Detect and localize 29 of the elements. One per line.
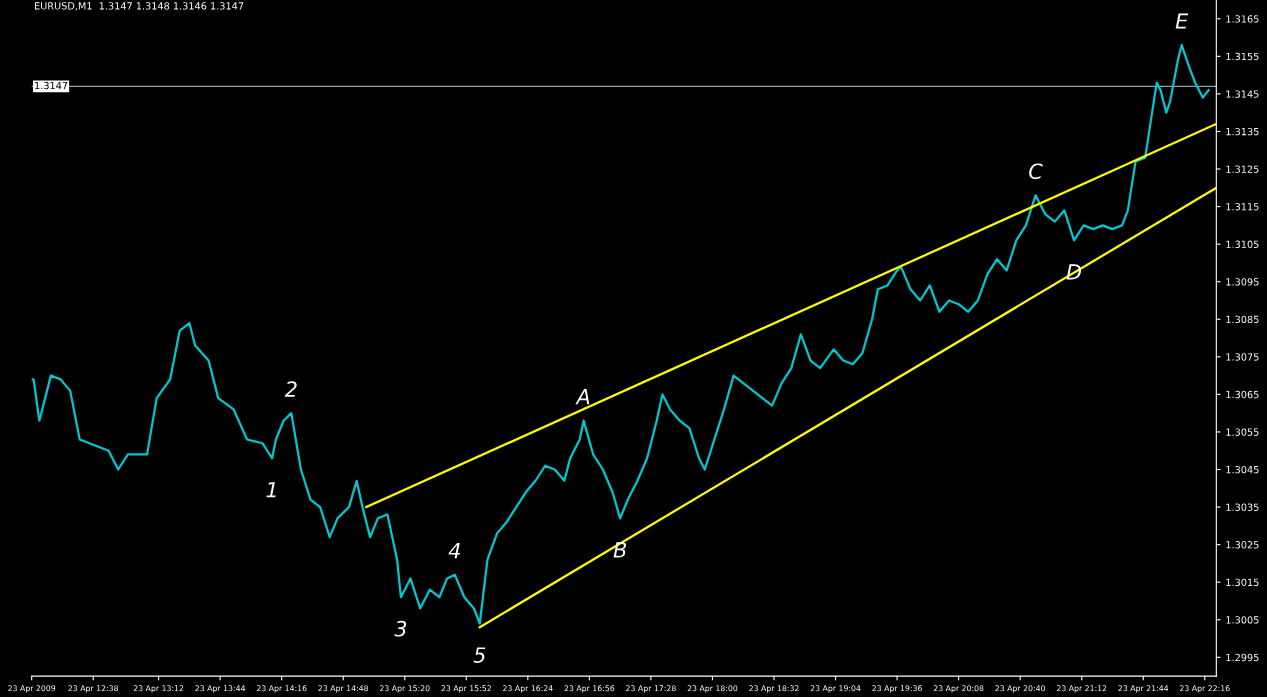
y-tick-label: 1.3025	[1226, 541, 1259, 549]
y-tick-label: 1.3045	[1226, 465, 1259, 474]
y-tick-label: 1.3155	[1226, 52, 1259, 61]
y-tick-label: 1.3085	[1226, 315, 1259, 324]
ref-line-label: 1.3147	[35, 81, 68, 90]
y-tick-label: 1.3145	[1226, 90, 1259, 98]
y-tick-label: 1.3065	[1226, 390, 1259, 399]
annotation: 4	[448, 543, 460, 559]
annotation: E	[1175, 13, 1189, 29]
y-tick-label: 1.3015	[1226, 578, 1259, 587]
y-tick-label: 1.3125	[1226, 165, 1259, 173]
y-tick-label: 1.3055	[1226, 428, 1259, 436]
annotation: 1	[266, 482, 276, 498]
annotation: 3	[394, 620, 407, 637]
annotation: C	[1029, 163, 1043, 180]
y-tick-label: 1.3115	[1226, 203, 1259, 211]
y-tick-label: 1.3035	[1226, 503, 1259, 511]
chart-title: EURUSD,M1 1.3147 1.3148 1.3146 1.3147	[35, 2, 244, 11]
y-tick-label: 1.3135	[1226, 127, 1259, 136]
annotation: 2	[284, 381, 297, 397]
y-tick-label: 1.3075	[1226, 353, 1259, 361]
y-tick-label: 1.3165	[1226, 15, 1259, 23]
annotation: 5	[473, 647, 486, 663]
y-tick-label: 1.3005	[1226, 616, 1259, 624]
annotation: B	[613, 542, 627, 558]
y-tick-label: 1.3105	[1226, 240, 1259, 248]
y-tick-label: 1.3095	[1226, 278, 1259, 286]
annotation: A	[575, 389, 590, 405]
y-tick-label: 1.2995	[1226, 653, 1259, 662]
